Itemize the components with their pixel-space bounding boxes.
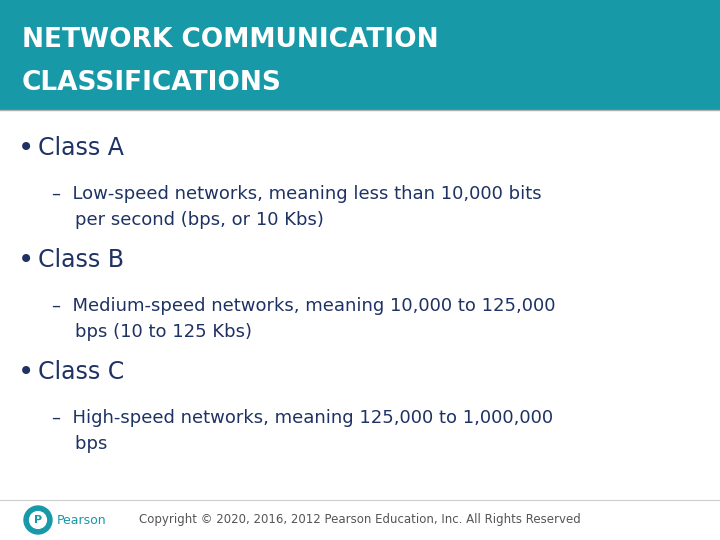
Text: Copyright © 2020, 2016, 2012 Pearson Education, Inc. All Rights Reserved: Copyright © 2020, 2016, 2012 Pearson Edu… (139, 514, 581, 526)
Text: NETWORK COMMUNICATION: NETWORK COMMUNICATION (22, 27, 438, 53)
Text: –  Medium-speed networks, meaning 10,000 to 125,000
    bps (10 to 125 Kbs): – Medium-speed networks, meaning 10,000 … (52, 297, 556, 341)
Text: P: P (34, 515, 42, 525)
Text: Pearson: Pearson (57, 514, 107, 526)
Circle shape (30, 511, 46, 529)
FancyBboxPatch shape (0, 0, 720, 110)
Circle shape (24, 506, 52, 534)
Text: CLASSIFICATIONS: CLASSIFICATIONS (22, 70, 282, 96)
Text: •: • (18, 134, 35, 162)
Text: Class A: Class A (38, 136, 124, 160)
Text: Class C: Class C (38, 360, 125, 384)
Text: –  Low-speed networks, meaning less than 10,000 bits
    per second (bps, or 10 : – Low-speed networks, meaning less than … (52, 185, 541, 230)
Text: –  High-speed networks, meaning 125,000 to 1,000,000
    bps: – High-speed networks, meaning 125,000 t… (52, 409, 553, 454)
Text: •: • (18, 246, 35, 274)
Text: Class B: Class B (38, 248, 124, 272)
Text: •: • (18, 358, 35, 386)
